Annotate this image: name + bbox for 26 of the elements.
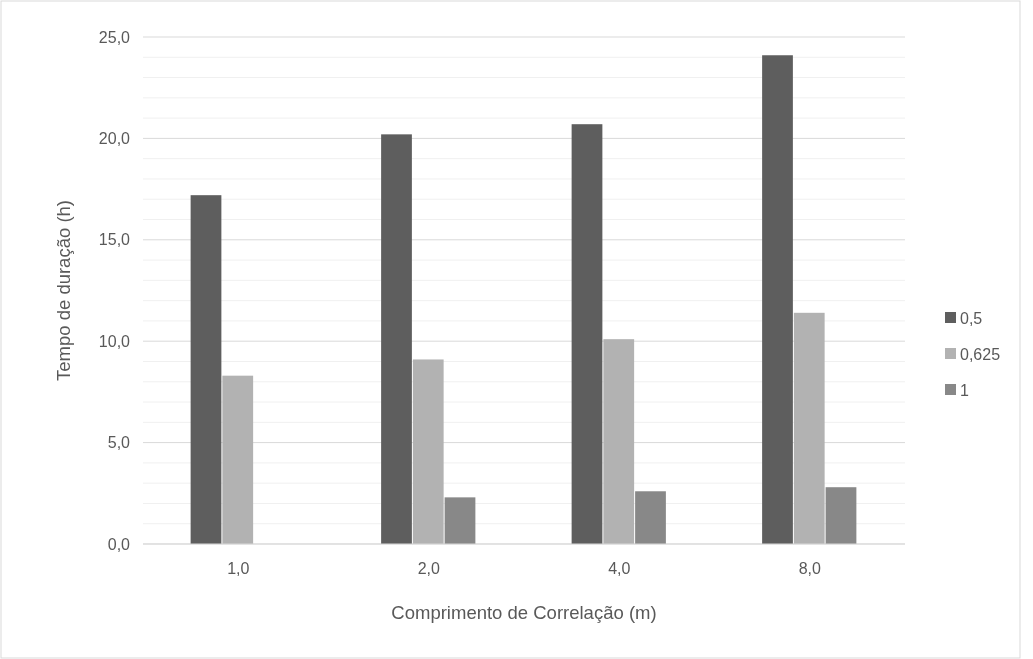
x-axis-title: Comprimento de Correlação (m)	[391, 602, 657, 623]
bar	[571, 124, 603, 544]
x-tick-label: 1,0	[227, 560, 250, 577]
y-tick-label: 15,0	[98, 231, 131, 249]
y-tick-label: 5,0	[107, 434, 131, 452]
bar	[190, 195, 222, 544]
y-tick-label: 25,0	[98, 28, 131, 46]
bar	[825, 487, 857, 544]
bar	[603, 339, 635, 544]
y-tick-label: 10,0	[98, 332, 131, 350]
bar	[381, 134, 412, 544]
x-tick-label: 2,0	[417, 560, 440, 577]
legend-label: 1	[960, 381, 969, 399]
bar	[412, 359, 444, 544]
bar	[635, 491, 666, 544]
y-axis-title: Tempo de duração (h)	[53, 200, 74, 381]
legend-label: 0,625	[960, 345, 1001, 363]
y-tick-label: 20,0	[98, 130, 131, 147]
bar	[222, 375, 254, 544]
legend-label: 0,5	[960, 309, 983, 327]
bar	[444, 497, 476, 544]
x-tick-label: 4,0	[608, 560, 631, 577]
y-tick-label: 0,0	[107, 535, 131, 553]
bar	[762, 55, 793, 544]
x-tick-label: 8,0	[798, 560, 821, 577]
bar	[793, 312, 825, 544]
